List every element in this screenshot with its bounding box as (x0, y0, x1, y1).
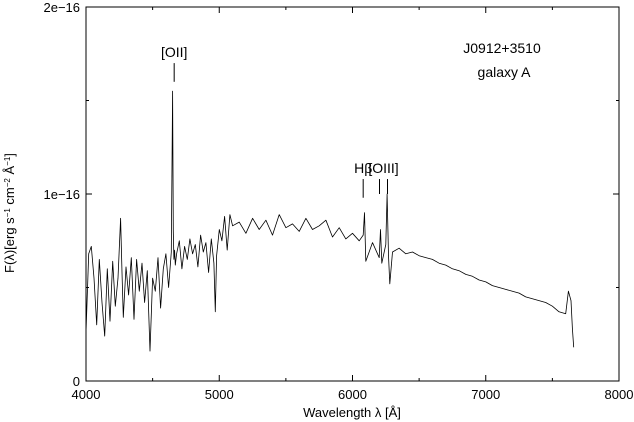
emission-line-label: [OIII] (368, 160, 398, 176)
plot-area: 4000 5000 6000 7000 8000 0 1e−16 2e−16 [OII] Hβ[O… (43, 0, 633, 402)
x-tick-label: 8000 (605, 387, 634, 402)
x-axis-label: Wavelength λ [Å] (303, 405, 401, 420)
spectrum-line (85, 90, 575, 352)
x-tick-label: 4000 (72, 387, 101, 402)
x-tick-label: 5000 (205, 387, 234, 402)
object-type-label: galaxy A (478, 64, 532, 80)
object-name-label: J0912+3510 (463, 40, 541, 56)
x-tick-label: 7000 (471, 387, 500, 402)
x-tick-label: 6000 (338, 387, 367, 402)
y-tick-label: 2e−16 (43, 0, 80, 15)
emission-line-label: [OII] (161, 44, 187, 60)
y-axis-label: F(λ)[erg s−1 cm−2 Å−1] (2, 153, 17, 273)
y-tick-label: 1e−16 (43, 187, 80, 202)
emission-line-label: Hβ (354, 160, 372, 176)
y-tick-label: 0 (73, 374, 80, 389)
